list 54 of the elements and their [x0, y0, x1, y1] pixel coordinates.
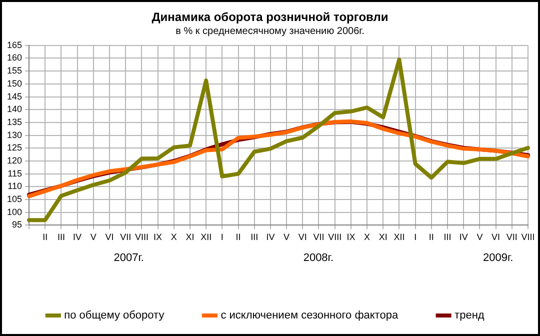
chart-title: Динамика оборота розничной торговли [150, 10, 390, 24]
text: 2007г. [114, 252, 144, 264]
y-tick-label: 135 [6, 116, 22, 127]
x-tick-label: X [170, 232, 177, 242]
x-tick-label: III [444, 232, 452, 242]
x-tick-label: IV [266, 232, 275, 242]
y-tick-label: 100 [6, 206, 22, 217]
x-tick-label: V [476, 232, 483, 242]
y-tick-label: 110 [8, 181, 22, 192]
y-tick-label: 155 [6, 66, 22, 76]
y-tick-label: 105 [6, 194, 22, 204]
x-tick-label: I [220, 232, 224, 242]
x-tick-label: IX [154, 232, 162, 242]
legend-label: тренд [454, 310, 485, 322]
legend-label: с исключением сезонного фактора [220, 310, 399, 322]
x-tick-label: XII [394, 232, 405, 242]
chart-subtitle: в % к среднемесячному значению 2006г. [174, 26, 366, 37]
y-tick-label: 130 [6, 130, 22, 140]
y-tick-label: 145 [6, 91, 22, 102]
x-tick-label: VII [120, 232, 132, 242]
x-tick-label: VI [298, 232, 307, 242]
x-tick-label: VIII [134, 232, 148, 242]
y-tick-label: 160 [6, 52, 22, 63]
text: 2008г. [303, 252, 334, 264]
x-tick-label: I [414, 232, 417, 242]
x-tick-label: VIII [328, 232, 342, 242]
x-tick-label: XI [186, 232, 194, 242]
x-tick-label: XII [200, 232, 212, 242]
x-tick-label: VI [492, 232, 500, 242]
x-tick-label: III [250, 232, 258, 242]
y-tick-label: 95 [12, 220, 22, 230]
text: 2009г. [482, 252, 514, 264]
x-tick-label: III [57, 232, 65, 242]
y-tick-label: 120 [6, 155, 22, 166]
x-tick-label: VIII [521, 232, 535, 242]
y-tick-label: 115 [8, 168, 22, 178]
x-tick-label: IX [346, 232, 356, 242]
x-tick-label: V [284, 232, 290, 242]
legend-label: по общему обороту [64, 310, 165, 322]
x-tick-label: VII [506, 232, 518, 242]
x-tick-label: VI [105, 232, 114, 242]
y-tick-label: 150 [6, 78, 22, 88]
y-tick-label: 125 [6, 142, 22, 153]
x-tick-label: VII [313, 232, 324, 242]
x-tick-label: IV [459, 232, 468, 242]
x-tick-label: II [236, 232, 241, 242]
y-tick-label: 140 [6, 104, 22, 114]
y-tick-label: 165 [6, 40, 22, 50]
x-tick-label: II [42, 232, 48, 242]
x-tick-label: XI [378, 232, 388, 242]
x-tick-label: IV [73, 232, 82, 242]
x-tick-label: X [364, 232, 370, 242]
x-tick-label: II [428, 232, 434, 242]
x-tick-label: V [90, 232, 96, 242]
